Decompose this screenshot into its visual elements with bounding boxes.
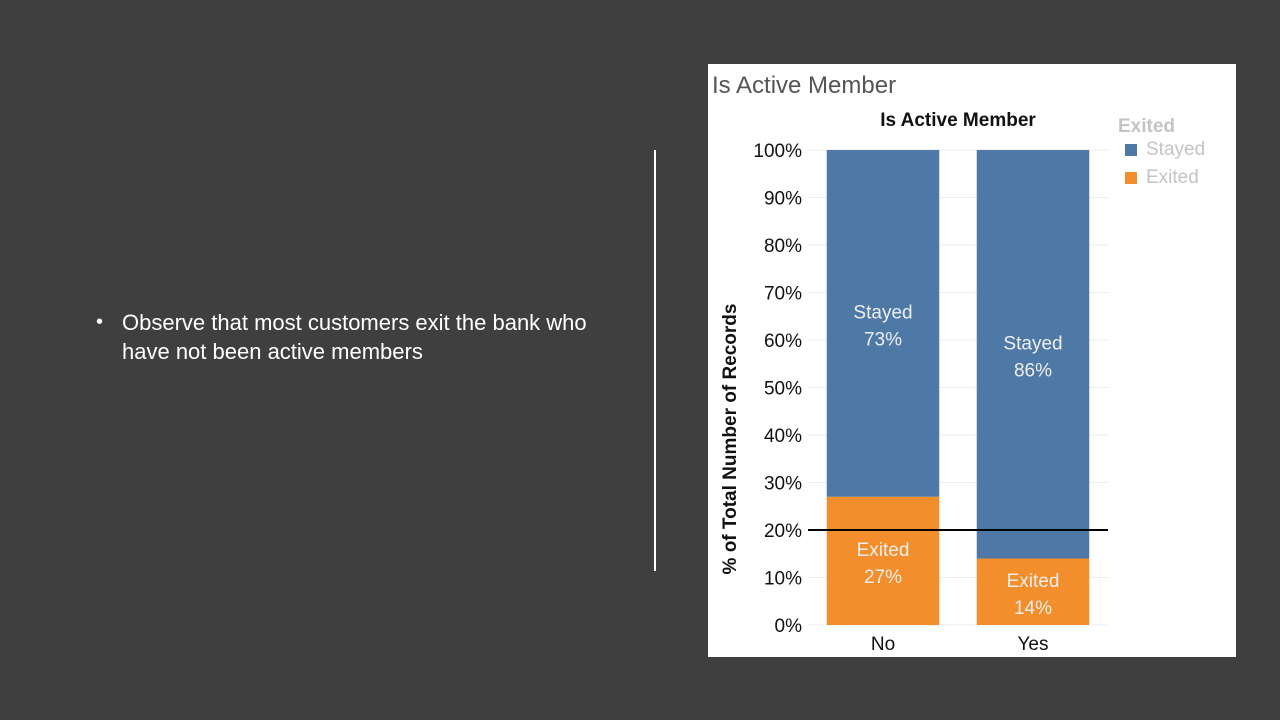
bar-stayed-yes: [976, 150, 1090, 559]
y-tick-label: 60%: [764, 331, 802, 352]
y-tick-label: 0%: [775, 616, 803, 637]
y-tick-label: 70%: [764, 284, 802, 305]
data-label-value: 86%: [1014, 360, 1052, 381]
bar-stayed-no: [826, 150, 940, 497]
y-tick-label: 100%: [753, 141, 802, 162]
data-label-series: Exited: [857, 540, 910, 561]
y-tick-label: 10%: [764, 569, 802, 590]
data-label-series: Stayed: [853, 302, 912, 323]
legend-swatch: [1125, 144, 1137, 156]
chart-title: Is Active Member: [880, 110, 1036, 131]
y-tick-labels: 0% 10% 20% 30% 40% 50% 60% 70% 80% 90% 100%: [753, 141, 802, 637]
stacked-bar-chart: 0%10%20%30%40%50%60%70%80%90%100% No Yes …: [712, 72, 1205, 655]
x-category-label: No: [871, 634, 895, 655]
chart-panel: 0% 10% 20% 30% 40% 50% 60% 70% 80% 90% 100% No Yes …: [708, 64, 1236, 657]
x-category-labels: No Yes: [871, 634, 1049, 655]
vertical-divider: [654, 150, 656, 571]
y-axis-label: % of Total Number of Records: [720, 304, 741, 575]
legend-entry-label: Exited: [1146, 167, 1199, 188]
bar-exited-no: [826, 496, 940, 625]
y-tick-label: 40%: [764, 426, 802, 447]
y-tick-label: 90%: [764, 189, 802, 210]
bars: [826, 150, 1090, 625]
data-labels: Exited 27% Stayed 73% Exited 14% Stayed 86%: [853, 302, 1062, 618]
data-label-value: 14%: [1014, 598, 1052, 619]
legend-entry-label: Stayed: [1146, 139, 1205, 160]
x-category-label: Yes: [1018, 634, 1049, 655]
sheet-title: Is Active Member: [712, 72, 896, 99]
y-tick-label: 20%: [764, 521, 802, 542]
legend-swatch: [1125, 172, 1137, 184]
data-label-value: 73%: [864, 329, 902, 350]
y-tick-label: 80%: [764, 236, 802, 257]
data-label-series: Stayed: [1003, 333, 1062, 354]
y-tick-label: 50%: [764, 379, 802, 400]
bar-exited-yes: [976, 558, 1090, 625]
bullet-text: Observe that most customers exit the ban…: [122, 310, 587, 364]
bullet-dot: •: [96, 311, 104, 333]
data-label-value: 27%: [864, 567, 902, 588]
y-tick-label: 30%: [764, 474, 802, 495]
bullet-point: • Observe that most customers exit the b…: [96, 308, 616, 366]
data-label-series: Exited: [1007, 571, 1060, 592]
legend-title: Exited: [1118, 116, 1175, 137]
